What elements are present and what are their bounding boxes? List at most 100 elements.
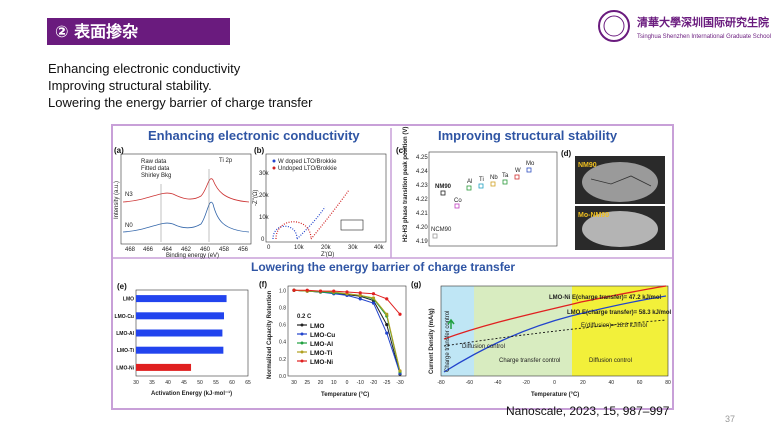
- legend-entry: LMO-Cu: [310, 332, 335, 339]
- section-title-conductivity: Enhancing electronic conductivity: [148, 128, 360, 143]
- legend-entry: Raw data: [141, 159, 167, 165]
- x-tick: 10k: [294, 245, 305, 251]
- point-label: NM90: [435, 184, 452, 190]
- x-tick: -40: [494, 380, 501, 386]
- x-tick: 458: [219, 247, 230, 253]
- x-axis-label: Z'(Ω): [321, 252, 334, 258]
- image-label: Mo-NM90: [578, 212, 609, 219]
- x-tick: 55: [213, 380, 219, 386]
- bar: [136, 312, 224, 320]
- x-tick: -80: [437, 380, 444, 386]
- panel-letter: (d): [561, 149, 572, 158]
- legend: LMO LMO-Cu LMO-Al LMO-Ti LMO-Ni: [297, 323, 335, 366]
- data-point: [318, 289, 323, 293]
- y-tick: 20k: [259, 193, 270, 199]
- university-logo: 清華大學深圳国际研究生院 Tsinghua Shenzhen Internati…: [597, 6, 777, 46]
- point-label: W: [515, 168, 521, 174]
- x-tick: -10: [357, 380, 364, 386]
- bar: [136, 329, 223, 337]
- y-tick: 10k: [259, 215, 270, 221]
- legend-entry: LMO: [310, 323, 324, 330]
- citation: Nanoscale, 2023, 15, 987–997: [506, 404, 670, 418]
- x-tick: 40k: [374, 245, 385, 251]
- x-tick: 60: [637, 380, 643, 386]
- section-title-stability: Improving structural stability: [438, 128, 618, 143]
- y-tick: 0.2: [279, 357, 286, 363]
- bar: [136, 363, 192, 371]
- bullet-item: Improving structural stability.: [48, 78, 212, 93]
- data-point: [292, 288, 296, 292]
- y-tick: 0.8: [279, 305, 286, 311]
- point-label: Ti: [479, 177, 484, 183]
- annotation: 0.2 C: [297, 314, 312, 320]
- tick-group: 30 25 20 10 0 -10 -20 -25 -30 1.0 0.8 0.6 0.4 0.2 0.0: [279, 288, 404, 386]
- region-label: Charge transfer control: [499, 358, 560, 364]
- y-tick: 4.19: [416, 239, 428, 245]
- bullet-item: Enhancing electronic conductivity: [48, 61, 241, 76]
- category-label: LMO-Al: [116, 331, 134, 337]
- y-tick: 4.25: [416, 155, 428, 161]
- series-group: [292, 288, 402, 376]
- region-label: Diffusion control: [589, 358, 632, 364]
- x-tick: 50: [197, 380, 203, 386]
- data-point: [358, 291, 362, 295]
- panel-c: (c) 4.25 4.24 4.23 4.22 4.21 4.20 4.19 H…: [396, 127, 558, 247]
- y-tick: 4.22: [416, 197, 428, 203]
- legend-entry: LMO-Ti: [310, 350, 332, 357]
- data-point: [385, 322, 389, 327]
- x-tick: 466: [143, 247, 154, 253]
- legend-entry: W doped LTO/Brokkie: [278, 159, 337, 165]
- x-tick: 0: [553, 380, 556, 386]
- figure-canvas: Enhancing electronic conductivity Improv…: [113, 127, 672, 398]
- panel-g: (g) Charge transfer control Diffusion co…: [411, 280, 672, 398]
- y-tick: 4.24: [416, 169, 428, 175]
- bar: [136, 346, 224, 354]
- panel-a: (a) Raw data Fitted data Shirley Bkg Ti …: [114, 146, 252, 259]
- panel-e: (e) LMO LMO-Cu LMO-Al LMO-Ti LMO-Ni 30 35 40 45…: [115, 282, 251, 397]
- panel-d: (d) NM90 Mo-NM90: [561, 149, 665, 250]
- legend-entry: LMO-Ni: [310, 359, 333, 366]
- x-tick: 0: [267, 245, 271, 251]
- x-tick: -20: [370, 380, 377, 386]
- point-label: Ta: [502, 173, 509, 179]
- point-label: Co: [454, 198, 462, 204]
- point-label: Mo: [526, 161, 535, 167]
- category-label: LMO-Ni: [116, 365, 134, 371]
- x-tick: 462: [181, 247, 192, 253]
- x-tick: 30: [133, 380, 139, 386]
- y-tick: 4.21: [416, 211, 428, 217]
- x-tick: 464: [162, 247, 173, 253]
- legend-marker: [300, 332, 304, 336]
- data-point: [398, 312, 402, 316]
- legend-marker: [300, 359, 304, 363]
- point-label: NCM90: [431, 227, 452, 233]
- x-tick: 10: [331, 380, 337, 386]
- panel-f: (f) 30 25 20 10 0 -10 -20 -25 -30 1.0 0.8 0.6 0.4 0.2…: [259, 280, 407, 398]
- x-tick: 468: [125, 247, 136, 253]
- x-tick: 35: [149, 380, 155, 386]
- y-axis-label: Intensity (a.u.): [114, 181, 120, 219]
- x-axis-label: Activation Energy (kJ·mol⁻¹): [151, 390, 232, 397]
- x-tick: 456: [238, 247, 249, 253]
- x-axis-label: Temperature (°C): [321, 392, 369, 398]
- x-tick: -30: [396, 380, 403, 386]
- x-tick: 30k: [348, 245, 359, 251]
- x-tick: 40: [165, 380, 171, 386]
- x-tick: 45: [181, 380, 187, 386]
- y-tick: 4.20: [416, 225, 428, 231]
- section-title-energy-barrier: Lowering the energy barrier of charge tr…: [251, 260, 515, 274]
- x-tick: 20: [318, 380, 324, 386]
- legend-entry: LMO-Al: [310, 341, 333, 348]
- data-point: [398, 369, 402, 373]
- data-point: [305, 288, 309, 292]
- x-tick: -25: [383, 380, 390, 386]
- data-point: [358, 297, 362, 301]
- data-point: [371, 292, 376, 296]
- x-tick: 60: [229, 380, 235, 386]
- legend-entry: Shirley Bkg: [141, 173, 171, 179]
- panel-letter: (c): [396, 146, 406, 155]
- x-tick: 0: [346, 380, 349, 386]
- panel-letter: (f): [259, 280, 267, 289]
- x-tick: 25: [304, 380, 310, 386]
- x-tick: 65: [245, 380, 251, 386]
